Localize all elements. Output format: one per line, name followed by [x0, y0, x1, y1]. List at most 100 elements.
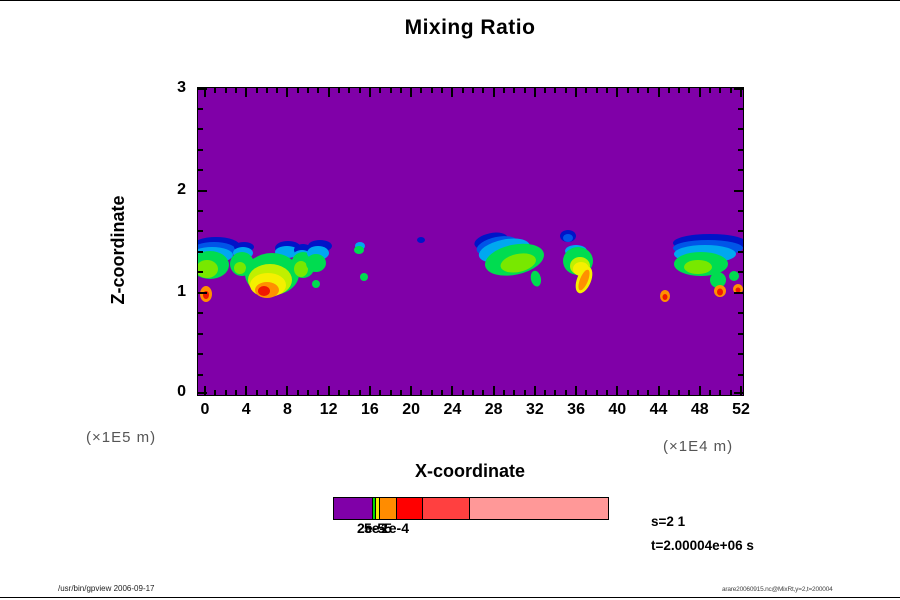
y-minor-tick	[198, 230, 203, 233]
x-minor-tick-top	[441, 88, 444, 93]
x-minor-tick	[472, 390, 474, 395]
x-major-tick	[245, 386, 248, 395]
x-major-tick	[698, 386, 701, 395]
x-major-tick	[533, 386, 536, 395]
x-minor-tick	[307, 390, 310, 395]
x-minor-tick	[276, 390, 279, 395]
x-minor-tick-top	[719, 88, 722, 93]
x-minor-tick-top	[626, 88, 629, 93]
y-minor-tick-right	[738, 107, 743, 110]
x-tick-label: 44	[649, 401, 668, 418]
cloud-cluster-streak	[560, 230, 593, 294]
x-tick-label: 8	[283, 401, 292, 418]
x-minor-tick-top	[688, 88, 691, 93]
x-major-tick-top	[451, 88, 454, 97]
x-minor-tick-top	[564, 88, 567, 93]
x-minor-tick-top	[399, 88, 402, 93]
x-minor-tick-top	[234, 88, 237, 93]
x-minor-tick-top	[585, 88, 588, 93]
y-major-tick	[198, 189, 207, 192]
x-minor-tick	[482, 390, 485, 395]
x-minor-tick-top	[647, 88, 650, 93]
y-minor-tick-right	[738, 332, 743, 335]
x-minor-tick-top	[595, 88, 598, 93]
y-major-tick	[198, 88, 207, 90]
x-tick-label: 12	[319, 401, 338, 418]
x-minor-tick	[224, 390, 227, 395]
x-tick-label: 32	[525, 401, 544, 418]
x-minor-tick	[667, 390, 670, 395]
y-minor-tick-right	[738, 128, 743, 131]
y-tick-label: 1	[177, 282, 186, 300]
colorbar-label-2e-5: 2e-5	[356, 520, 386, 536]
x-minor-tick	[636, 390, 639, 395]
x-minor-tick-top	[379, 88, 382, 93]
x-minor-tick	[502, 390, 505, 395]
x-minor-tick-top	[554, 88, 557, 93]
x-major-tick-top	[616, 88, 619, 97]
x-tick-label: 48	[690, 401, 709, 418]
y-tick-label: 0	[177, 383, 186, 400]
cloud-cluster-3	[306, 240, 332, 288]
page-bottom-border	[0, 597, 900, 598]
x-axis-unit: (×1E4 m)	[663, 438, 734, 455]
x-minor-tick-top	[420, 88, 423, 93]
x-minor-tick-top	[636, 88, 639, 93]
x-minor-tick	[461, 390, 464, 395]
y-major-tick	[198, 392, 207, 394]
y-minor-tick	[198, 210, 203, 213]
x-major-tick	[327, 386, 330, 395]
x-minor-tick-top	[472, 88, 474, 93]
cloud-cluster-mid	[474, 232, 545, 287]
colorbar-segment	[469, 498, 608, 519]
y-minor-tick	[198, 353, 203, 356]
y-minor-tick	[198, 250, 203, 253]
x-minor-tick	[389, 390, 392, 395]
footer-program-date: /usr/bin/gpview 2006-09-17	[58, 584, 155, 593]
y-major-tick-right	[734, 392, 743, 394]
x-minor-tick	[420, 390, 423, 395]
x-minor-tick	[564, 390, 567, 395]
y-minor-tick	[198, 107, 203, 110]
x-minor-tick	[595, 390, 598, 395]
x-major-tick-top	[410, 88, 413, 97]
x-minor-tick-top	[461, 88, 464, 93]
x-major-tick-top	[492, 88, 495, 97]
x-minor-tick-top	[709, 88, 712, 93]
x-minor-tick	[338, 390, 340, 395]
x-minor-tick-top	[338, 88, 340, 93]
x-tick-label: 52	[732, 401, 750, 418]
y-major-tick-right	[734, 88, 743, 90]
x-minor-tick	[379, 390, 382, 395]
x-axis-label: X-coordinate	[414, 461, 525, 481]
y-minor-tick-right	[738, 230, 743, 233]
cloud-cluster-core	[245, 241, 315, 298]
x-minor-tick-top	[214, 88, 217, 93]
y-minor-tick	[198, 148, 203, 151]
x-major-tick-top	[575, 88, 578, 97]
x-minor-tick-top	[430, 88, 433, 93]
x-minor-tick	[719, 390, 722, 395]
colorbar	[333, 497, 609, 520]
colorbar-segment	[372, 498, 375, 519]
y-minor-tick	[198, 128, 203, 131]
y-minor-tick	[198, 332, 203, 335]
x-major-tick-top	[657, 88, 660, 97]
y-minor-tick-right	[738, 312, 743, 315]
x-major-tick	[575, 386, 578, 395]
colorbar-label-1e-4: 1e-4	[380, 520, 410, 536]
x-minor-tick-top	[224, 88, 227, 93]
x-minor-tick-top	[523, 88, 526, 93]
cloud-specks	[354, 237, 425, 281]
x-major-tick-top	[327, 88, 330, 97]
x-minor-tick	[647, 390, 650, 395]
x-minor-tick	[265, 390, 268, 395]
x-minor-tick-top	[482, 88, 485, 93]
x-major-tick-top	[368, 88, 371, 97]
y-minor-tick-right	[738, 169, 743, 172]
x-major-tick	[204, 386, 206, 395]
y-minor-tick-right	[738, 373, 743, 376]
x-tick-label: 0	[200, 401, 210, 418]
x-minor-tick	[296, 390, 299, 395]
x-minor-tick-top	[729, 88, 732, 93]
